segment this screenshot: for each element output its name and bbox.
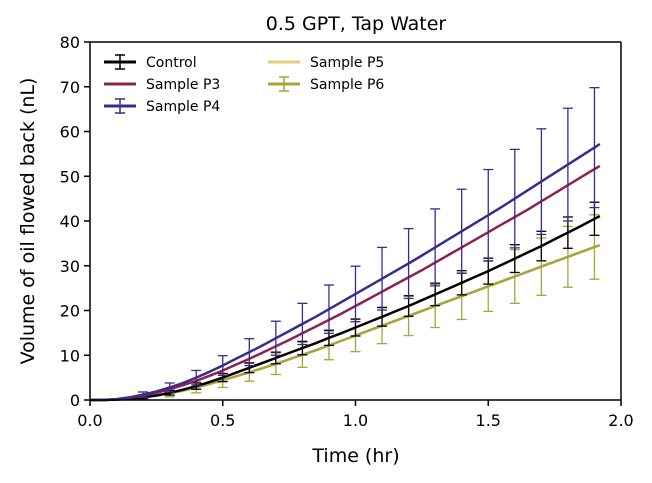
legend-item: Control <box>104 54 197 71</box>
legend-item: Sample P4 <box>104 98 220 115</box>
x-tick-label: 2.0 <box>608 411 633 430</box>
chart-title: 0.5 GPT, Tap Water <box>266 13 447 35</box>
series-sample-p4 <box>90 86 601 402</box>
x-tick-label: 1.0 <box>343 411 368 430</box>
series-sample-p3 <box>90 164 601 402</box>
y-tick-label: 30 <box>60 257 80 276</box>
legend-label: Control <box>146 55 197 71</box>
y-axis-label: Volume of oil flowed back (nL) <box>17 78 39 365</box>
legend-item: Sample P6 <box>268 76 384 93</box>
x-tick-label: 0.5 <box>210 411 235 430</box>
y-tick-label: 40 <box>60 212 80 231</box>
series-sample-p5 <box>90 244 601 402</box>
legend-item: Sample P3 <box>104 77 220 93</box>
legend-label: Sample P3 <box>146 77 220 93</box>
series-layer <box>90 86 601 402</box>
y-tick-label: 70 <box>60 78 80 97</box>
series-line <box>90 244 601 402</box>
x-tick-label: 1.5 <box>476 411 501 430</box>
series-sample-p6 <box>90 214 601 402</box>
legend-item: Sample P5 <box>268 55 384 71</box>
y-tick-label: 20 <box>60 302 80 321</box>
series-line <box>90 164 601 402</box>
axes: 0.0 0.5 1.0 1.5 2.0 0 10 20 30 40 50 60 70 80 <box>60 33 634 430</box>
series-line <box>90 244 601 402</box>
y-tick-label: 60 <box>60 123 80 142</box>
x-axis-label: Time (hr) <box>311 445 399 467</box>
y-tick-label: 50 <box>60 167 80 186</box>
y-ticks: 0 10 20 30 40 50 60 70 80 <box>60 33 90 410</box>
legend: Control Sample P3 Sample P4 Sample P5 Sample… <box>104 54 384 115</box>
legend-label: Sample P4 <box>146 99 220 115</box>
legend-label: Sample P6 <box>310 77 384 93</box>
y-tick-label: 10 <box>60 346 80 365</box>
y-tick-label: 0 <box>70 391 80 410</box>
legend-label: Sample P5 <box>310 55 384 71</box>
x-ticks: 0.0 0.5 1.0 1.5 2.0 <box>77 400 634 430</box>
series-line <box>90 214 601 402</box>
plot-area <box>90 86 601 402</box>
x-tick-label: 0.0 <box>77 411 102 430</box>
y-tick-label: 80 <box>60 33 80 52</box>
series-line <box>90 142 601 402</box>
